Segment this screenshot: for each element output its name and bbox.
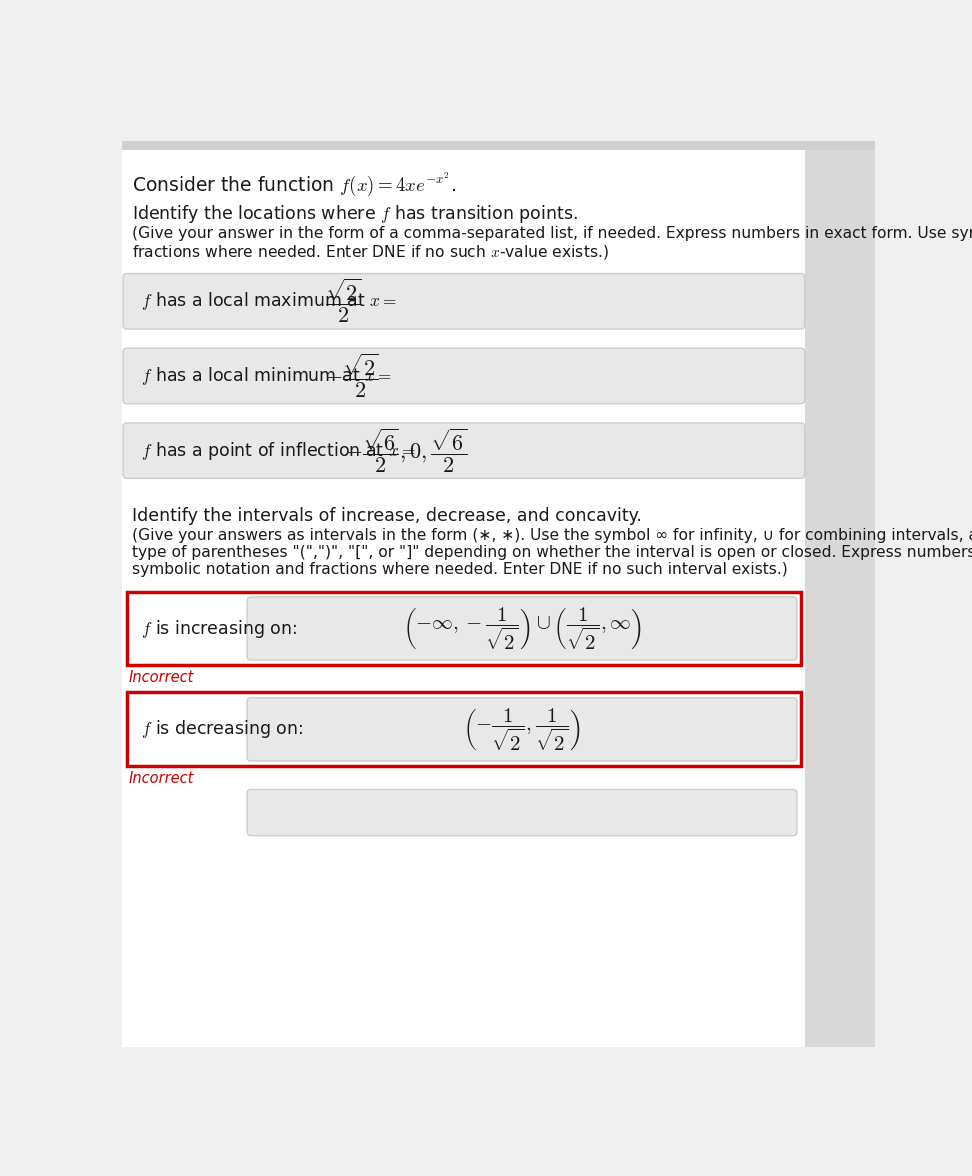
Text: $f$ is decreasing on:: $f$ is decreasing on: (141, 719, 303, 741)
Text: Identify the intervals of increase, decrease, and concavity.: Identify the intervals of increase, decr… (131, 507, 642, 524)
Text: type of parentheses "(",")", "[", or "]" depending on whether the interval is op: type of parentheses "(",")", "[", or "]"… (131, 546, 972, 561)
FancyBboxPatch shape (127, 592, 801, 666)
FancyBboxPatch shape (247, 697, 797, 761)
Text: $\left(-\dfrac{1}{\sqrt{2}},\dfrac{1}{\sqrt{2}}\right)$: $\left(-\dfrac{1}{\sqrt{2}},\dfrac{1}{\s… (464, 706, 580, 753)
FancyBboxPatch shape (122, 141, 875, 151)
Text: $f$ is increasing on:: $f$ is increasing on: (141, 617, 297, 640)
Text: $-\dfrac{\sqrt{6}}{2},0,\dfrac{\sqrt{6}}{2}$: $-\dfrac{\sqrt{6}}{2},0,\dfrac{\sqrt{6}}… (345, 427, 469, 475)
FancyBboxPatch shape (122, 141, 806, 1047)
Text: Identify the locations where $f$ has transition points.: Identify the locations where $f$ has tra… (131, 202, 577, 225)
Text: $f$ has a local minimum at $x =$: $f$ has a local minimum at $x =$ (141, 365, 392, 387)
FancyBboxPatch shape (123, 274, 805, 329)
FancyBboxPatch shape (247, 789, 797, 836)
Text: $f$ has a point of inflection at $x =$: $f$ has a point of inflection at $x =$ (141, 440, 416, 462)
Text: Incorrect: Incorrect (128, 771, 193, 786)
FancyBboxPatch shape (123, 423, 805, 479)
Text: $-\dfrac{\sqrt{2}}{2}$: $-\dfrac{\sqrt{2}}{2}$ (325, 352, 378, 400)
Text: $\left(-\infty,-\dfrac{1}{\sqrt{2}}\right)\cup\left(\dfrac{1}{\sqrt{2}},\infty\r: $\left(-\infty,-\dfrac{1}{\sqrt{2}}\righ… (402, 606, 642, 652)
FancyBboxPatch shape (247, 597, 797, 660)
Text: (Give your answers as intervals in the form (∗, ∗). Use the symbol ∞ for infinit: (Give your answers as intervals in the f… (131, 528, 972, 543)
Text: symbolic notation and fractions where needed. Enter DNE if no such interval exis: symbolic notation and fractions where ne… (131, 562, 787, 577)
Text: $\dfrac{\sqrt{2}}{2}$: $\dfrac{\sqrt{2}}{2}$ (325, 278, 362, 326)
Text: $f$ has a local maximum at $x =$: $f$ has a local maximum at $x =$ (141, 290, 397, 313)
Text: fractions where needed. Enter DNE if no such $x$-value exists.): fractions where needed. Enter DNE if no … (131, 242, 608, 261)
Text: Incorrect: Incorrect (128, 670, 193, 686)
Text: (Give your answer in the form of a comma-separated list, if needed. Express numb: (Give your answer in the form of a comma… (131, 226, 972, 241)
FancyBboxPatch shape (127, 693, 801, 767)
FancyBboxPatch shape (806, 141, 875, 1047)
Text: Consider the function $f(x) = 4xe^{-x^2}$.: Consider the function $f(x) = 4xe^{-x^2}… (131, 171, 456, 198)
FancyBboxPatch shape (123, 348, 805, 403)
